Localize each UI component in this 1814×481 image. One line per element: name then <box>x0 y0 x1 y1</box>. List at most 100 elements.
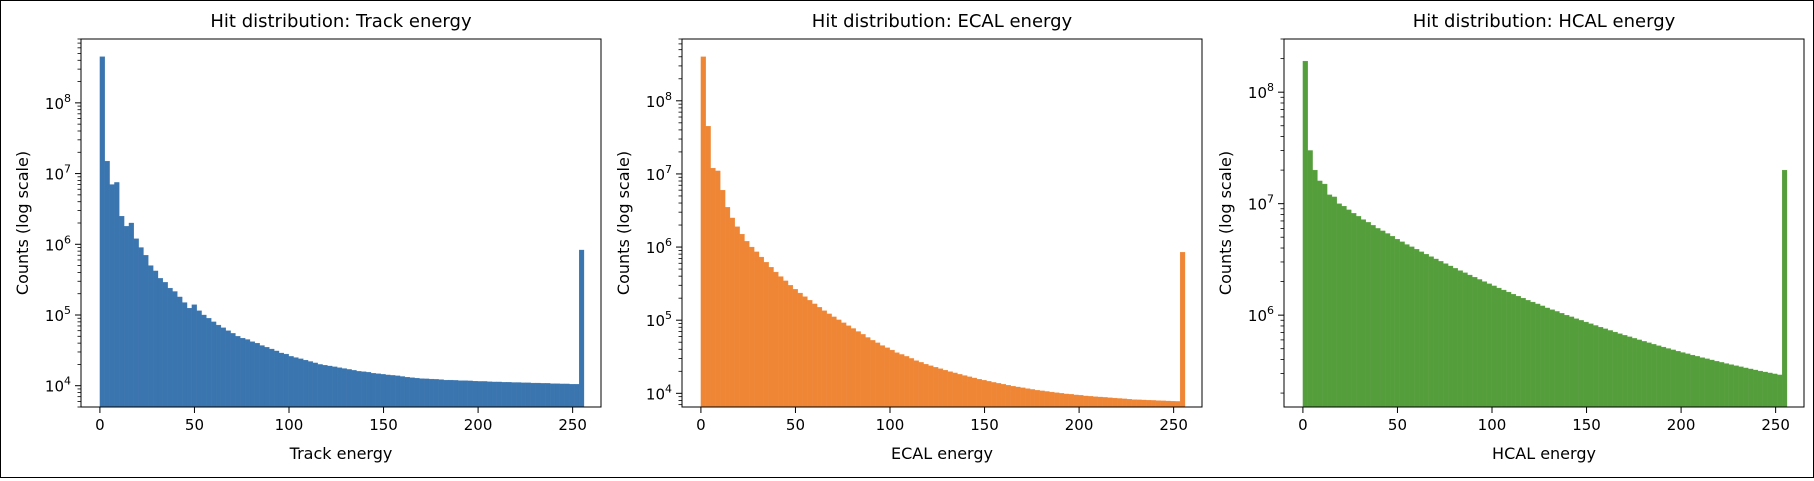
histogram-bar <box>904 356 910 408</box>
histogram-bar <box>525 382 531 408</box>
histogram-bar <box>1690 354 1696 408</box>
histogram-bar <box>332 366 338 408</box>
histogram-bar <box>414 377 420 408</box>
panel-title: Hit distribution: Track energy <box>210 11 472 32</box>
histogram-bar <box>1375 228 1381 408</box>
histogram-bar <box>293 357 299 408</box>
histogram-bar <box>462 380 468 408</box>
histogram-bar <box>201 314 207 408</box>
histogram-bar <box>1491 285 1497 408</box>
histogram-bar <box>1752 369 1759 408</box>
histogram-bar <box>787 285 794 408</box>
histogram-bar <box>1322 183 1328 408</box>
histogram-bar <box>986 381 992 408</box>
histogram-bar <box>225 330 231 408</box>
histogram-bar <box>1506 291 1512 408</box>
histogram-bar <box>153 270 159 408</box>
histogram-bar <box>758 256 764 408</box>
histogram-bar <box>1049 391 1055 408</box>
x-tick-label: 100 <box>1478 416 1507 434</box>
histogram-bar <box>1317 180 1323 408</box>
histogram-bar <box>1772 373 1778 408</box>
y-tick-label: 107 <box>1248 193 1274 214</box>
histogram-bar <box>865 337 871 408</box>
histogram-bar <box>1179 252 1186 408</box>
histogram-bar <box>157 278 163 408</box>
histogram-bar <box>1719 362 1725 408</box>
histogram-bar <box>792 289 798 408</box>
histogram-bar <box>1767 372 1773 408</box>
panel-ecal-energy: 0 50 100 150 200 250 104 105 106 107 108 Hit distri… <box>614 11 1203 463</box>
panel-title: Hit distribution: ECAL energy <box>812 11 1073 32</box>
x-tick-label: 150 <box>970 416 999 434</box>
histogram-bar <box>1520 298 1526 408</box>
histogram-bar <box>1307 150 1313 408</box>
histogram-bar <box>1058 393 1065 408</box>
x-tick-label: 150 <box>369 416 398 434</box>
histogram-bar <box>1704 358 1710 408</box>
histogram-bar <box>1102 397 1108 408</box>
y-tick-label: 108 <box>646 90 672 111</box>
histogram-bar <box>1447 265 1454 408</box>
histogram-bar <box>1714 361 1720 408</box>
histogram-bar <box>511 382 517 408</box>
y-tick-label: 107 <box>45 163 71 184</box>
histogram-bar <box>133 238 139 408</box>
histogram-bar <box>1039 390 1045 408</box>
x-tick-label: 200 <box>1667 416 1696 434</box>
x-tick-label: 50 <box>1388 416 1407 434</box>
histogram-bar <box>1762 371 1768 408</box>
histogram-bar <box>976 379 982 408</box>
histogram-bar <box>162 282 168 408</box>
histogram-bar <box>172 291 178 408</box>
histogram-bar <box>870 340 876 408</box>
histogram-bar <box>482 381 488 408</box>
histogram-bar <box>1694 356 1700 408</box>
histogram-bar <box>206 318 212 408</box>
histogram-bar <box>346 369 352 408</box>
histogram-bar <box>438 379 444 408</box>
histogram-bar <box>1675 351 1681 408</box>
histogram-bar <box>816 307 823 408</box>
histogram-bar <box>1777 374 1783 408</box>
histogram-bar <box>1302 60 1308 408</box>
histogram-bar <box>1063 393 1069 408</box>
histogram-bar <box>928 365 934 408</box>
histogram-bar <box>1160 400 1166 408</box>
histogram-bar <box>240 338 246 408</box>
histogram-bar <box>1165 400 1171 408</box>
histogram-bar <box>754 251 760 408</box>
histogram-bar <box>487 381 493 408</box>
histogram-bar <box>1680 352 1686 408</box>
histogram-bar <box>549 383 556 408</box>
histogram-bar <box>370 373 376 408</box>
histogram-bar <box>908 358 915 408</box>
histogram-bar <box>1010 386 1016 408</box>
x-tick-label: 200 <box>1065 416 1094 434</box>
histogram-bar <box>1656 345 1662 408</box>
y-axis-label: Counts (log scale) <box>13 151 32 295</box>
histogram-bar <box>1549 309 1555 408</box>
histogram-bar <box>530 382 536 408</box>
histogram-bar <box>1423 254 1429 408</box>
histogram-bar <box>729 217 735 408</box>
histogram-bar <box>177 296 183 408</box>
histogram-bar <box>230 333 236 408</box>
histogram-bar <box>336 367 343 408</box>
histogram-bar <box>996 383 1002 408</box>
histogram-bar <box>923 364 929 408</box>
x-tick-label: 150 <box>1572 416 1601 434</box>
y-tick-label: 106 <box>646 236 672 257</box>
histogram-bar <box>1326 194 1333 408</box>
histogram-bar <box>894 352 900 408</box>
histogram-bar <box>220 327 226 408</box>
histogram-bar <box>1515 296 1521 408</box>
y-tick-label: 106 <box>1248 304 1274 325</box>
histogram-bars <box>700 56 1186 408</box>
histogram-bar <box>491 381 497 408</box>
histogram-bar <box>1472 277 1478 408</box>
histogram-bar <box>1131 399 1137 408</box>
histogram-bar <box>1146 400 1152 408</box>
histogram-bar <box>845 325 852 408</box>
histogram-bar <box>288 356 294 408</box>
